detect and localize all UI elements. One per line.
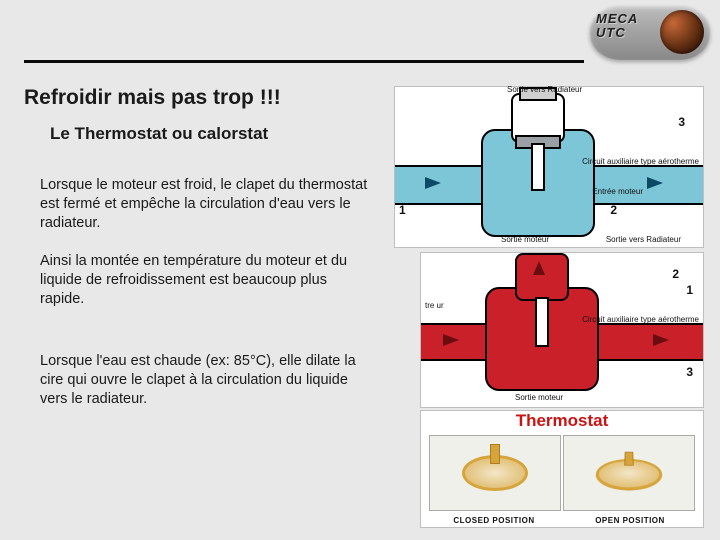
header-divider (24, 60, 584, 63)
label-entree: Entrée moteur (592, 187, 643, 196)
label-bottom-right: Sortie vers Radiateur (606, 235, 681, 244)
callout-3: 3 (678, 115, 685, 129)
paragraph-1: Lorsque le moteur est froid, le clapet d… (40, 176, 370, 233)
pipe-right (583, 165, 703, 205)
logo-text: MECA UTC (596, 12, 638, 40)
brand-logo: MECA UTC (590, 6, 710, 60)
thermostat-icon (596, 455, 662, 491)
label-aux: Circuit auxiliaire type aérotherme (582, 315, 699, 324)
thermostat-icon (462, 455, 528, 491)
logo-line1: MECA (596, 11, 638, 26)
flow-arrow-icon (647, 177, 663, 189)
caption-open: OPEN POSITION (565, 516, 695, 525)
flow-arrow-up-icon (533, 261, 545, 275)
thermostat-closed-thumb (429, 435, 561, 511)
flow-arrow-icon (653, 334, 669, 346)
thermostat-panel: Thermostat CLOSED POSITION OPEN POSITION (420, 410, 704, 528)
label-top: Sortie vers Radiateur (507, 85, 582, 94)
thermostat-open-thumb (563, 435, 695, 511)
page-title: Refroidir mais pas trop !!! (24, 86, 281, 110)
page-subtitle: Le Thermostat ou calorstat (50, 124, 268, 144)
logo-line2: UTC (596, 25, 626, 40)
caption-closed: CLOSED POSITION (429, 516, 559, 525)
diagram-thermostat-open: tre ur Circuit auxiliaire type aérotherm… (420, 252, 704, 408)
callout-1: 1 (399, 203, 406, 217)
label-left-partial: tre ur (425, 301, 444, 310)
flow-arrow-icon (425, 177, 441, 189)
pipe-right (595, 323, 703, 361)
diagram-thermostat-closed: Sortie vers Radiateur Circuit auxiliaire… (394, 86, 704, 248)
label-bottom-left: Sortie moteur (501, 235, 549, 244)
paragraph-3: Lorsque l'eau est chaude (ex: 85°C), ell… (40, 352, 370, 409)
logo-globe-icon (660, 10, 704, 54)
label-aux: Circuit auxiliaire type aérotherme (582, 157, 699, 166)
paragraph-2: Ainsi la montée en température du moteur… (40, 252, 370, 309)
label-bottom: Sortie moteur (515, 393, 563, 402)
callout-3: 3 (686, 365, 693, 379)
valve-stem (535, 297, 549, 347)
callout-2: 2 (672, 267, 679, 281)
valve-stem (531, 143, 545, 191)
flow-arrow-icon (443, 334, 459, 346)
callout-2: 2 (610, 203, 617, 217)
callout-1: 1 (686, 283, 693, 297)
thermostat-title: Thermostat (421, 411, 703, 431)
